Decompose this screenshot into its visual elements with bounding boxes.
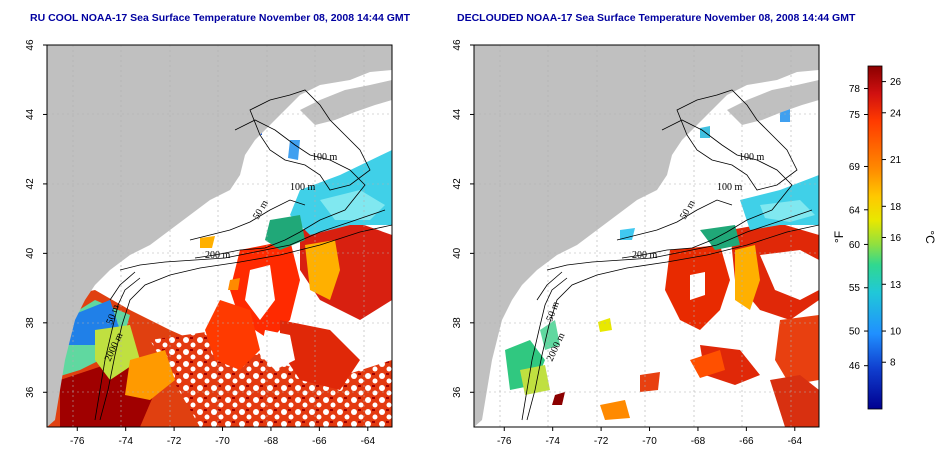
colorbar-fahrenheit-label: 60 [849,240,861,251]
colorbar-celsius-unit: °C [923,230,937,244]
left-map-frame [46,44,393,428]
right-map-panel: 100 m 100 m 50 m 200 m 50 m 2000 m -76 -7… [452,39,820,447]
colorbar-fahrenheit-label: 78 [849,84,861,95]
left-x-tick-label: -64 [361,436,376,447]
right-x-tick-label: -74 [545,436,560,447]
colorbar-celsius-label: 24 [890,108,902,119]
left-map-panel: 100 m 100 m 50 m 200 m 50 m 2000 m -76 -7… [25,39,393,447]
colorbar-gradient [867,65,883,410]
colorbar-fahrenheit-label: 50 [849,327,861,338]
left-x-tick-label: -72 [167,436,182,447]
left-x-tick-label: -66 [312,436,327,447]
right-x-axis: -76 -74 -72 -70 -68 -66 -64 [497,427,802,447]
left-map-title: RU COOL NOAA-17 Sea Surface Temperature … [30,12,411,24]
right-x-tick-label: -64 [788,436,803,447]
right-contour-label: 200 m [632,250,658,261]
right-land-mass [474,45,819,427]
colorbar-celsius-label: 18 [890,202,902,213]
left-y-tick-label: 36 [25,386,36,398]
left-contour-label: 100 m [290,182,316,193]
left-y-tick-label: 46 [25,39,36,51]
right-contour-label: 100 m [717,182,743,193]
left-y-tick-label: 44 [25,108,36,120]
right-x-tick-label: -72 [594,436,609,447]
right-y-tick-label: 36 [452,386,463,398]
right-x-tick-label: -68 [691,436,706,447]
left-grid [47,45,392,427]
left-y-axis: 36 38 40 42 44 46 [25,39,47,398]
colorbar-celsius-label: 13 [890,280,902,291]
right-grid [474,45,819,427]
right-x-tick-label: -76 [497,436,512,447]
left-land-mass [47,45,392,427]
colorbar-fahrenheit-label: 75 [849,110,861,121]
colorbar-celsius-ticks: 26 24 21 18 16 13 10 8 [882,77,902,369]
left-bathymetry-contours [94,89,392,421]
left-contour-label: 100 m [312,152,338,163]
left-x-tick-label: -74 [118,436,133,447]
colorbar-fahrenheit-label: 69 [849,162,861,173]
colorbar-celsius-label: 10 [890,327,902,338]
right-y-tick-label: 42 [452,178,463,190]
right-y-tick-label: 44 [452,108,463,120]
colorbar-celsius-label: 16 [890,233,902,244]
colorbar-celsius-label: 8 [890,358,896,369]
left-contour-label: 200 m [205,250,231,261]
colorbar-celsius-label: 26 [890,77,902,88]
left-y-tick-label: 42 [25,178,36,190]
colorbar-fahrenheit-label: 55 [849,283,861,294]
right-contour-label: 100 m [739,152,765,163]
left-x-axis: -76 -74 -72 -70 -68 -66 -64 [70,427,375,447]
right-y-tick-label: 40 [452,247,463,259]
colorbar-celsius-label: 21 [890,155,902,166]
right-x-tick-label: -66 [739,436,754,447]
left-x-tick-label: -68 [264,436,279,447]
colorbar-fahrenheit-label: 64 [849,205,861,216]
right-y-tick-label: 46 [452,39,463,51]
right-y-tick-label: 38 [452,317,463,329]
right-map-frame [473,44,820,428]
colorbar-fahrenheit-ticks: 78 75 69 64 60 55 50 46 [849,84,868,372]
left-x-tick-label: -76 [70,436,85,447]
left-y-tick-label: 38 [25,317,36,329]
colorbar-fahrenheit-label: 46 [849,361,861,372]
right-x-tick-label: -70 [642,436,657,447]
left-y-tick-label: 40 [25,247,36,259]
colorbar: 78 75 69 64 60 55 50 46 26 24 21 18 16 13 10 8 °F °C [832,65,937,410]
right-map-title: DECLOUDED NOAA-17 Sea Surface Temperatur… [457,12,856,24]
right-bathymetry-contours [521,89,819,421]
left-x-tick-label: -70 [215,436,230,447]
right-y-axis: 36 38 40 42 44 46 [452,39,474,398]
colorbar-fahrenheit-unit: °F [832,231,846,243]
